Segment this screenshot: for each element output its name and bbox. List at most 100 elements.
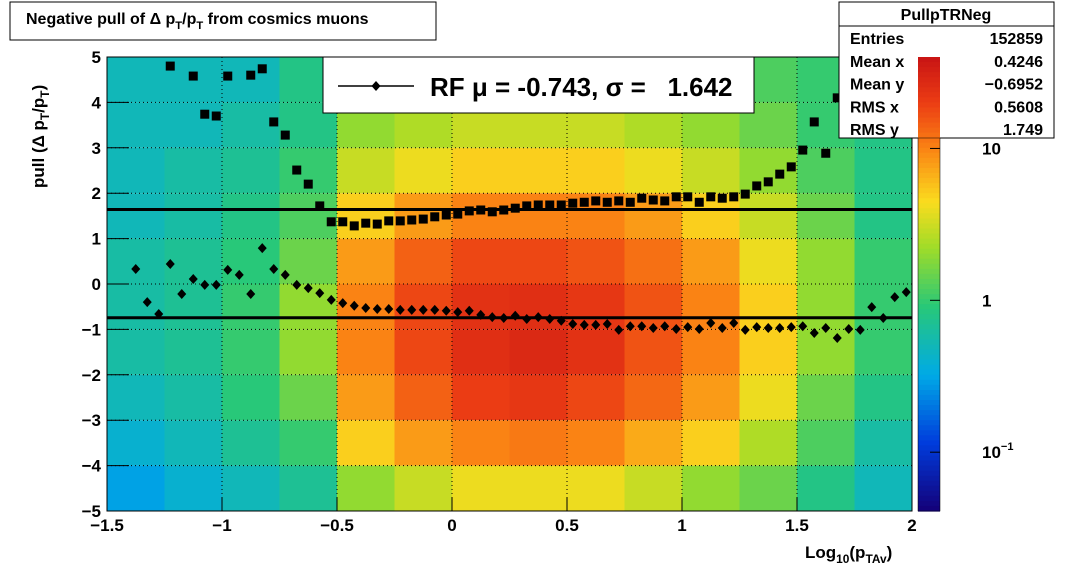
z-tick-exp: −1: [1001, 441, 1014, 453]
colorbar-strip: [918, 485, 940, 492]
diamond-marker: [878, 313, 888, 324]
heat-cell: [509, 147, 567, 194]
square-marker: [303, 179, 313, 189]
square-marker: [648, 195, 658, 205]
colorbar-strip: [918, 324, 940, 330]
diamond-marker: [499, 313, 509, 324]
colorbar-strip: [918, 430, 940, 436]
y-tick-label: 2: [92, 184, 101, 203]
colorbar-strip: [918, 77, 940, 83]
square-marker: [372, 219, 382, 229]
stats-label: RMS y: [850, 122, 899, 139]
square-marker: [188, 71, 198, 81]
diamond-marker: [671, 323, 681, 334]
colorbar-strip: [918, 97, 940, 103]
square-marker: [407, 215, 417, 225]
text-part: (p: [849, 543, 865, 562]
colorbar-strip: [918, 112, 940, 119]
heat-cell: [452, 147, 510, 194]
colorbar-strip: [918, 349, 940, 356]
heat-cell: [797, 329, 855, 375]
heat-cell: [509, 238, 567, 284]
diamond-marker: [211, 279, 221, 290]
colorbar-strip: [918, 314, 940, 320]
diamond-marker: [395, 304, 405, 315]
diamond-marker: [648, 323, 658, 334]
heat-cell: [624, 420, 682, 466]
diamond-marker: [315, 288, 325, 299]
square-marker: [614, 196, 624, 206]
heat-cell: [854, 329, 912, 375]
heat-cell: [337, 420, 395, 466]
colorbar-strip: [918, 379, 940, 386]
subscript: T: [38, 112, 52, 120]
heat-cell: [854, 420, 912, 466]
diamond-marker: [591, 319, 601, 330]
colorbar-strip: [918, 127, 940, 134]
colorbar-strip: [918, 384, 940, 391]
colorbar-strip: [918, 162, 940, 169]
colorbar-strip: [918, 329, 940, 336]
colorbar-strip: [918, 374, 940, 381]
heat-cell: [567, 374, 625, 421]
diamond-marker: [338, 298, 348, 309]
square-marker: [568, 198, 578, 208]
square-marker: [798, 145, 808, 155]
diamond-marker: [361, 303, 371, 314]
y-tick-label: −1: [82, 320, 101, 339]
square-marker: [556, 200, 566, 210]
z-tick-label: 10−1: [982, 441, 1013, 462]
colorbar-strip: [918, 480, 940, 487]
diamond-marker: [660, 321, 670, 332]
diamond-marker: [246, 288, 256, 299]
diamond-marker: [625, 321, 635, 332]
colorbar-strip: [918, 87, 940, 93]
colorbar-strip: [918, 117, 940, 124]
colorbar-strip: [918, 228, 940, 235]
square-marker: [579, 197, 589, 207]
colorbar-strip: [918, 253, 940, 260]
square-marker: [522, 201, 532, 211]
diamond-marker: [200, 279, 210, 290]
x-tick-label: 1: [677, 516, 686, 535]
square-marker: [510, 203, 520, 213]
y-tick-label: 5: [92, 48, 101, 67]
heat-cell: [509, 329, 567, 375]
diamond-marker: [533, 312, 543, 323]
y-tick-label: −4: [82, 457, 102, 476]
colorbar-strip: [918, 389, 940, 396]
heat-cell: [107, 238, 165, 284]
colorbar-strip: [918, 445, 940, 452]
heat-cell: [797, 238, 855, 284]
colorbar-strip: [918, 152, 940, 159]
colorbar-strip: [918, 319, 940, 325]
colorbar-strip: [918, 334, 940, 341]
text-part: Log: [805, 543, 836, 562]
heat-cell: [452, 329, 510, 375]
square-marker: [418, 214, 428, 224]
legend-label: RF μ = -0.743, σ = 1.642: [430, 72, 733, 102]
colorbar-strip: [918, 405, 940, 411]
diamond-marker: [165, 259, 175, 270]
colorbar-strip: [918, 344, 940, 351]
square-marker: [476, 205, 486, 215]
heat-cell: [222, 465, 280, 511]
diamond-marker: [694, 323, 704, 334]
colorbar-strip: [918, 273, 940, 280]
heat-cell: [279, 193, 337, 239]
colorbar-strip: [918, 435, 940, 441]
colorbar-strip: [918, 233, 940, 240]
colorbar-strip: [918, 425, 940, 431]
heat-cell: [797, 420, 855, 466]
z-tick-label: 1: [982, 291, 991, 310]
diamond-marker: [740, 324, 750, 335]
colorbar-strip: [918, 500, 940, 507]
diamond-marker: [901, 287, 911, 298]
colorbar-strip: [918, 364, 940, 371]
colorbar-strip: [918, 137, 940, 144]
heat-cell: [624, 374, 682, 421]
diamond-marker: [177, 288, 187, 299]
y-tick-label: −3: [82, 411, 101, 430]
heat-cell: [394, 329, 452, 375]
colorbar-strip: [918, 208, 940, 214]
